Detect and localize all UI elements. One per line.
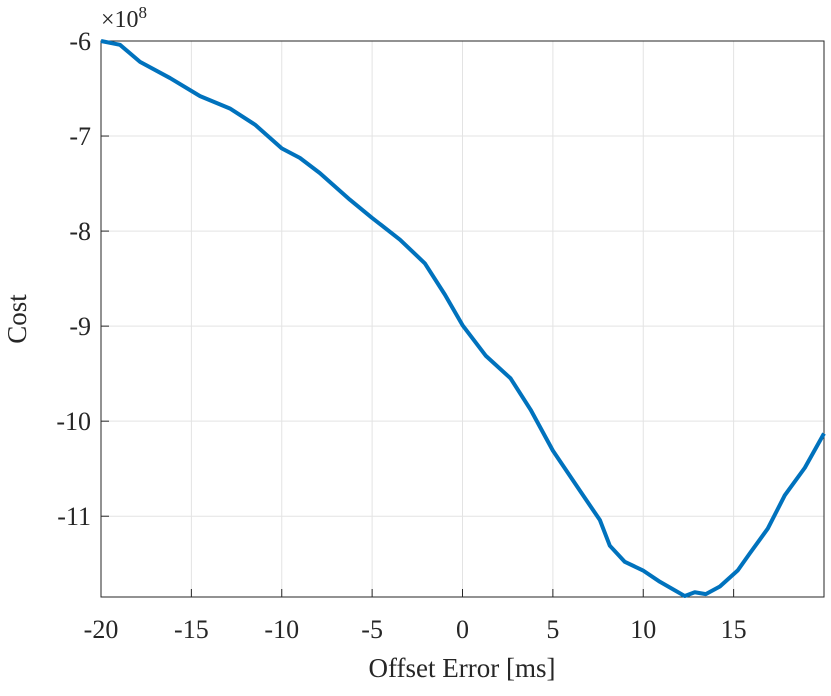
y-tick-label: -10 xyxy=(56,407,91,436)
x-tick-label: 0 xyxy=(456,615,469,644)
x-tick-label: 5 xyxy=(546,615,559,644)
y-axis-label: Cost xyxy=(2,294,32,344)
x-tick-label: -10 xyxy=(264,615,299,644)
y-tick-label: -7 xyxy=(69,122,91,151)
y-multiplier: ×108 xyxy=(101,3,147,33)
y-tick-label: -9 xyxy=(69,312,91,341)
y-tick-label: -11 xyxy=(57,502,91,531)
data-line xyxy=(100,39,826,599)
plot-frame xyxy=(100,40,825,598)
x-tick-label: -15 xyxy=(174,615,209,644)
x-tick-label: 15 xyxy=(721,615,747,644)
multiplier-base: ×10 xyxy=(101,7,139,33)
x-tick-label: -20 xyxy=(84,615,119,644)
x-tick-label: -5 xyxy=(361,615,383,644)
x-tick-label: 10 xyxy=(630,615,656,644)
multiplier-exponent: 8 xyxy=(139,3,148,22)
y-tick-label: -8 xyxy=(69,217,91,246)
y-tick-label: -6 xyxy=(69,27,91,56)
x-axis-label: Offset Error [ms] xyxy=(369,653,556,683)
